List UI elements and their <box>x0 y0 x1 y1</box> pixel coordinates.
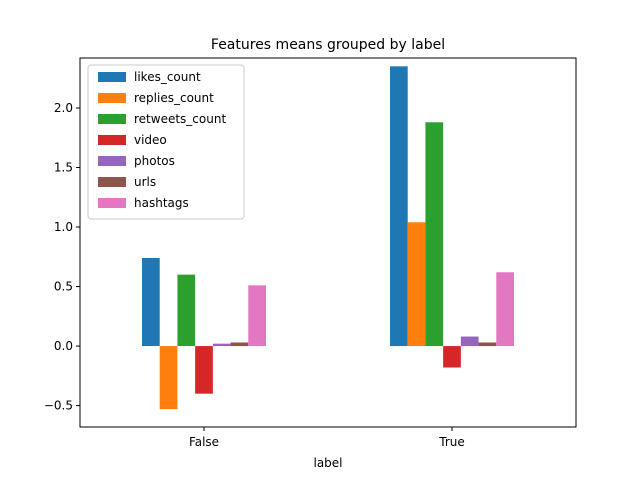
y-tick-label: 0.5 <box>54 280 73 294</box>
bar-urls-False <box>230 342 249 347</box>
y-axis: −0.5 0.0 0.5 1.0 1.5 2.0 <box>44 101 80 413</box>
legend-label-photos: photos <box>134 154 175 168</box>
legend-swatch-hashtags <box>98 198 126 208</box>
legend: likes_count replies_count retweets_countvi… <box>87 64 245 220</box>
bar-urls-True <box>478 342 497 347</box>
bar-hashtags-False <box>248 285 266 347</box>
y-tick-label: 2.0 <box>54 101 73 115</box>
bar-video-True <box>443 346 461 368</box>
plot-frame <box>79 57 577 428</box>
bar-video-False <box>195 346 213 394</box>
bars-group <box>142 66 514 410</box>
legend-label-urls: urls <box>134 175 156 189</box>
legend-label-replies_count: replies_count <box>134 91 214 105</box>
bar-retweets_count-False <box>177 274 196 347</box>
bar-retweets_count-True <box>425 122 444 347</box>
legend-swatch-likes_count <box>98 72 126 82</box>
legend-swatch-replies_count <box>98 93 126 103</box>
bar-hashtags-True <box>496 272 514 347</box>
legend-swatch-photos <box>98 156 126 166</box>
legend-swatch-urls <box>98 177 126 187</box>
bar-replies_count-True <box>407 222 426 347</box>
y-tick-label: 0.0 <box>54 339 73 353</box>
legend-swatch-retweets_count <box>98 114 126 124</box>
y-tick-label: 1.5 <box>54 161 73 175</box>
y-tick-label: −0.5 <box>44 399 73 413</box>
bar-likes_count-False <box>142 257 160 347</box>
bar-photos-False <box>212 343 231 347</box>
legend-label-retweets_count: retweets_count <box>134 112 226 126</box>
x-axis: False True <box>189 427 465 449</box>
legend-label-hashtags: hashtags <box>134 196 189 210</box>
y-tick-label: 1.0 <box>54 220 73 234</box>
legend-box <box>87 64 245 220</box>
legend-label-video: video <box>134 133 167 147</box>
x-axis-label: label <box>313 456 342 470</box>
x-tick-label: True <box>438 435 465 449</box>
chart-title: Features means grouped by label <box>211 37 445 53</box>
legend-label-likes_count: likes_count <box>134 70 201 84</box>
bar-photos-True <box>460 336 479 347</box>
bar-replies_count-False <box>159 346 178 410</box>
x-tick-label: False <box>189 435 219 449</box>
bar-likes_count-True <box>390 66 408 347</box>
legend-swatch-video <box>98 135 126 145</box>
